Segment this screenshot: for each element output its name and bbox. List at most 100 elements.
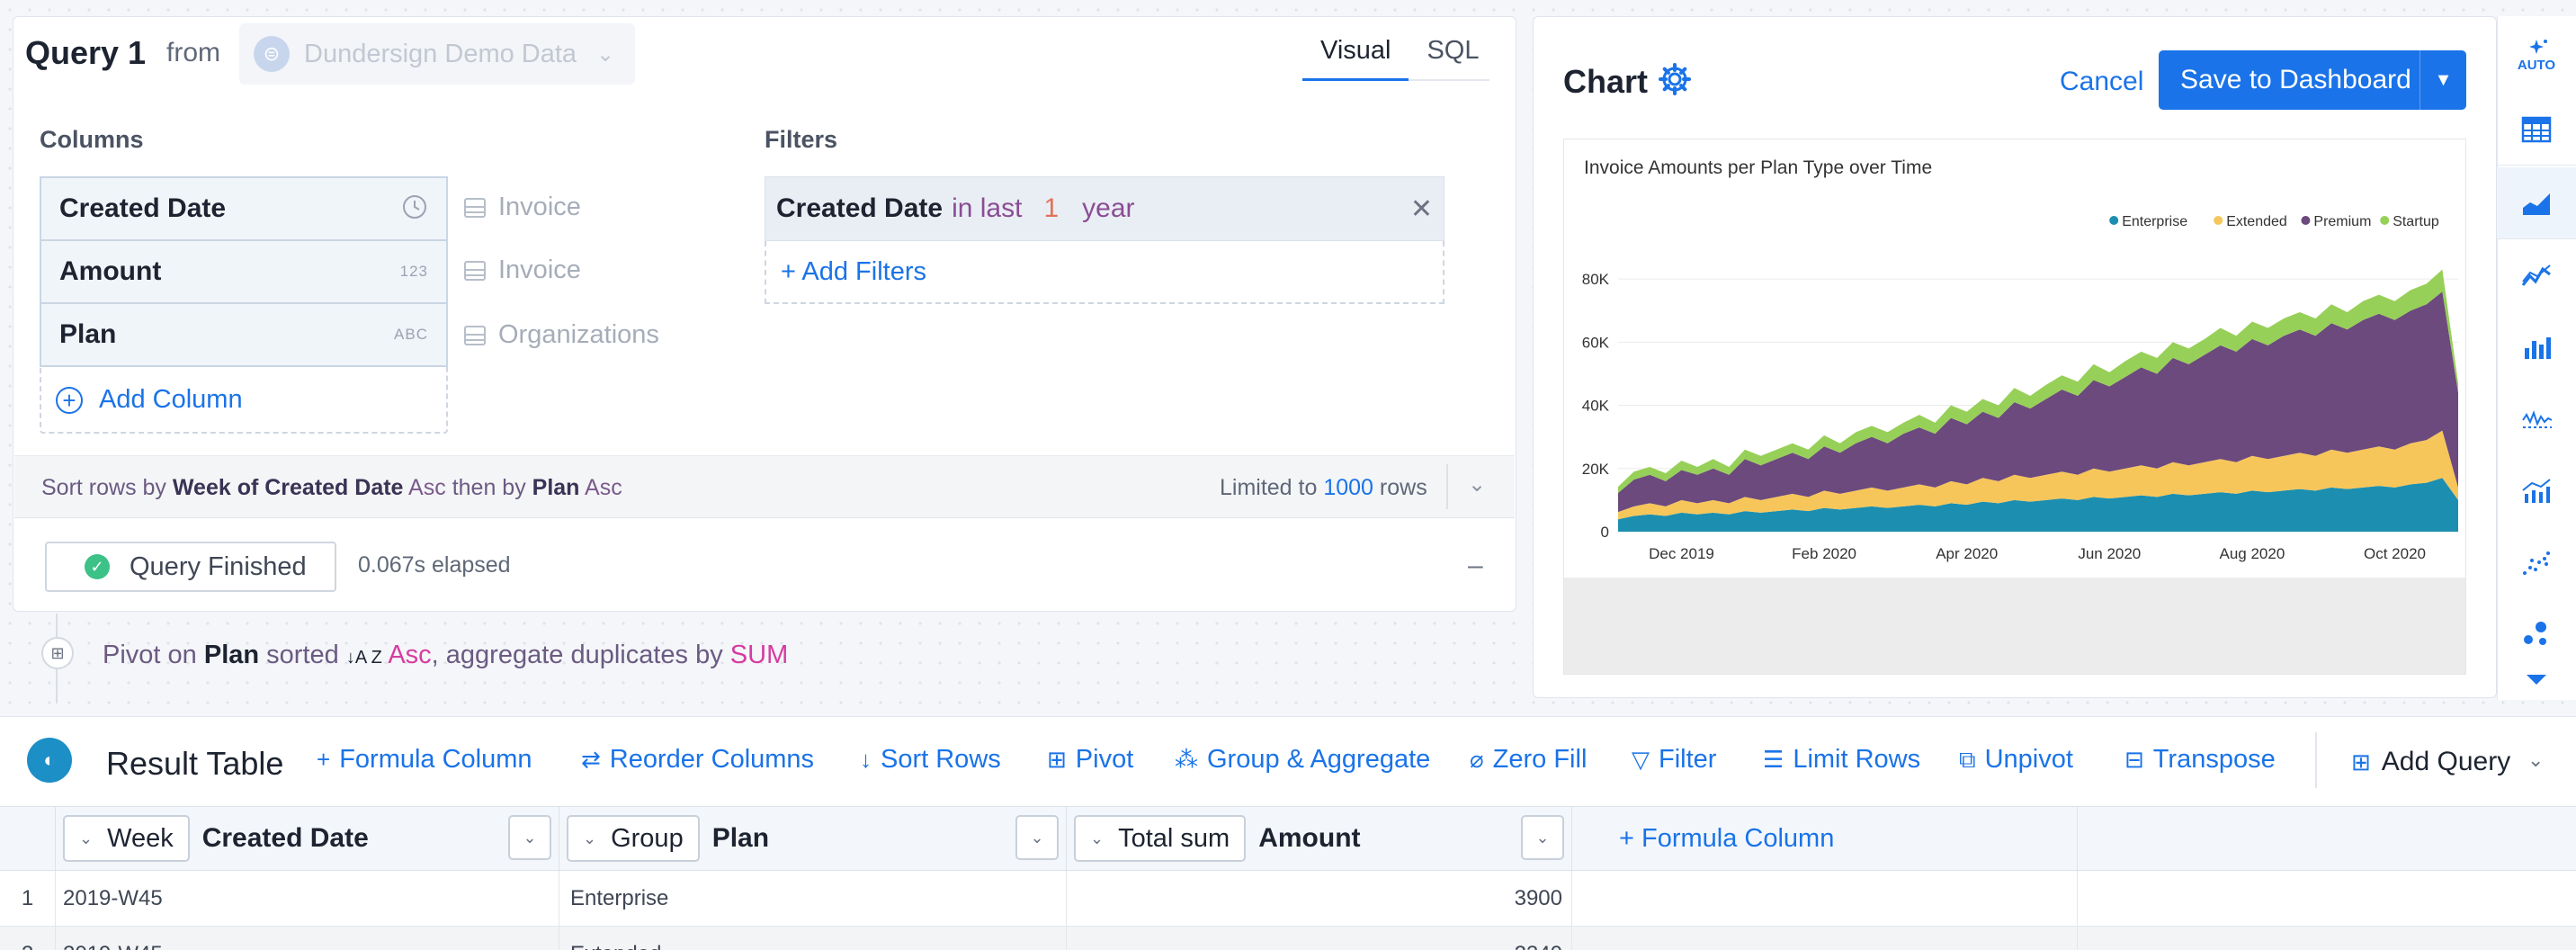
column-source: Organizations [464,320,659,350]
cell-formula[interactable] [1572,871,2078,927]
grid-header [0,806,2576,871]
sort-bar[interactable] [14,455,1515,518]
filter-value[interactable]: 1 [1043,193,1060,223]
scatter-icon[interactable] [2497,527,2576,599]
area-chart-icon[interactable] [2497,167,2576,239]
add-query-button[interactable]: ⊞ Add Query [2351,747,2511,776]
formula-column-header[interactable]: + Formula Column [1572,806,2078,871]
chart-panel-title: Chart [1563,63,1649,100]
formula-column-button[interactable]: + Formula Column [317,745,532,774]
query-title[interactable]: Query 1 [25,34,147,71]
line-chart-icon[interactable] [2497,239,2576,311]
numeric-type-label: 123 [399,263,428,280]
sort-rows-button[interactable]: ↓ Sort Rows [860,745,1001,774]
filter-pill[interactable]: Created Date in last 1 year ✕ [765,176,1445,241]
columns-heading: Columns [40,126,144,153]
column-pill-plan[interactable]: Plan ABC [40,302,448,367]
chevron-down-icon[interactable]: ⌄ [1468,472,1487,497]
add-filters-button[interactable]: + Add Filters [781,257,926,286]
limit-rows-icon: ☰ [1763,746,1784,773]
legend-label: Extended [2226,214,2287,229]
row-number-header [0,806,56,871]
x-tick-label: Oct 2020 [2364,545,2426,562]
table-icon[interactable] [2497,94,2576,166]
add-column-button[interactable]: + Add Column [56,385,243,415]
add-formula-column[interactable]: + Formula Column [1619,823,1835,853]
column-pill-amount[interactable]: Amount 123 [40,239,448,304]
column-header-created-date[interactable]: ⌄ Week Created Date ⌄ [56,806,559,871]
collapse-button[interactable]: – [1468,551,1483,580]
unpivot-icon: ⧉ [1959,745,1976,773]
filters-dropzone [765,241,1445,304]
area-series-extended [1618,430,2458,520]
chevron-down-icon[interactable]: ⌄ [1015,815,1059,860]
tab-visual[interactable]: Visual [1302,36,1409,81]
chevron-down-icon: ⌄ [1090,829,1105,847]
filter-button[interactable]: ▽ Filter [1632,745,1717,774]
chevron-down-icon[interactable]: ⌄ [1521,815,1564,860]
elapsed-time: 0.067s elapsed [358,552,511,578]
data-source-select[interactable]: ⊜ Dundersign Demo Data ⌄ [239,23,635,85]
area-series-premium [1618,291,2458,513]
chart-title: Invoice Amounts per Plan Type over Time [1584,157,1932,178]
column-header-plan[interactable]: ⌄ Group Plan ⌄ [559,806,1067,871]
cell-amount[interactable]: 2340 [1067,927,1572,950]
x-tick-label: Dec 2019 [1649,545,1714,562]
cell-formula[interactable] [1572,927,2078,950]
sort-summary[interactable]: Sort rows by Week of Created Date Asc th… [41,475,622,500]
cancel-button[interactable]: Cancel [2060,67,2144,96]
cell-week[interactable]: 2019-W45 [56,927,559,950]
column-source: Invoice [464,255,581,285]
table-icon [464,260,486,281]
limit-rows-button[interactable]: ☰ Limit Rows [1763,745,1921,774]
pivot-step[interactable]: Pivot on Plan sorted ↓A Z Asc, aggregate… [103,641,789,669]
group-icon: ⁂ [1175,746,1198,773]
row-limit[interactable]: Limited to 1000 rows [1220,475,1427,500]
save-to-dashboard-button[interactable]: Save to Dashboard ▼ [2159,50,2466,110]
auto-icon[interactable]: AUTO [2497,23,2576,86]
filter-operator[interactable]: in last [952,193,1023,223]
chevron-down-icon[interactable]: ▼ [2419,50,2466,110]
mode-tabs: Visual SQL [1302,36,1489,81]
aggregation-select[interactable]: ⌄ Week [63,815,190,862]
cell-week[interactable]: 2019-W45 [56,871,559,927]
zero-fill-button[interactable]: ⌀ Zero Fill [1470,745,1588,774]
text-type-label: ABC [394,326,428,343]
sparkline-icon[interactable] [2497,383,2576,455]
column-name: Created Date [201,823,369,853]
cell-plan[interactable]: Extended [559,927,1067,950]
cell-amount[interactable]: 3900 [1067,871,1572,927]
chevron-down-icon[interactable]: ⌄ [508,815,551,860]
aggregation-select[interactable]: ⌄ Total sum [1074,815,1247,862]
y-tick-label: 40K [1582,398,1610,415]
chevron-down-icon[interactable] [2497,660,2576,700]
cell-plan[interactable]: Enterprise [559,871,1067,927]
plus-circle-icon: + [56,386,83,414]
column-header-amount[interactable]: ⌄ Total sum Amount ⌄ [1067,806,1572,871]
bubble-icon[interactable] [2497,597,2576,669]
filters-heading: Filters [765,126,838,153]
result-toolbar [0,716,2576,806]
chevron-down-icon[interactable]: ⌄ [2527,748,2545,771]
unpivot-button[interactable]: ⧉ Unpivot [1959,745,2073,774]
reorder-columns-button[interactable]: ⇄ Reorder Columns [581,745,815,774]
gear-icon[interactable] [1657,61,1693,97]
column-name: Plan [59,319,117,349]
table-row: 2 2019-W45 Extended 2340 [0,927,2576,950]
transpose-button[interactable]: ⊟ Transpose [2124,745,2276,774]
group-aggregate-button[interactable]: ⁂ Group & Aggregate [1175,745,1431,774]
reorder-icon: ⇄ [581,746,601,773]
close-icon[interactable]: ✕ [1409,193,1433,224]
column-source: Invoice [464,193,581,222]
legend-marker [2380,216,2390,225]
sort-az-icon: ↓A Z [345,648,382,668]
combo-chart-icon[interactable] [2497,455,2576,527]
filter-unit[interactable]: year [1082,193,1135,223]
tab-sql[interactable]: SQL [1427,36,1480,65]
y-tick-label: 60K [1582,334,1610,351]
aggregation-select[interactable]: ⌄ Group [567,815,700,862]
pivot-icon: ⊞ [41,637,74,669]
pivot-button[interactable]: ⊞ Pivot [1047,745,1134,774]
bar-chart-icon[interactable] [2497,311,2576,383]
column-pill-created-date[interactable]: Created Date [40,176,448,241]
